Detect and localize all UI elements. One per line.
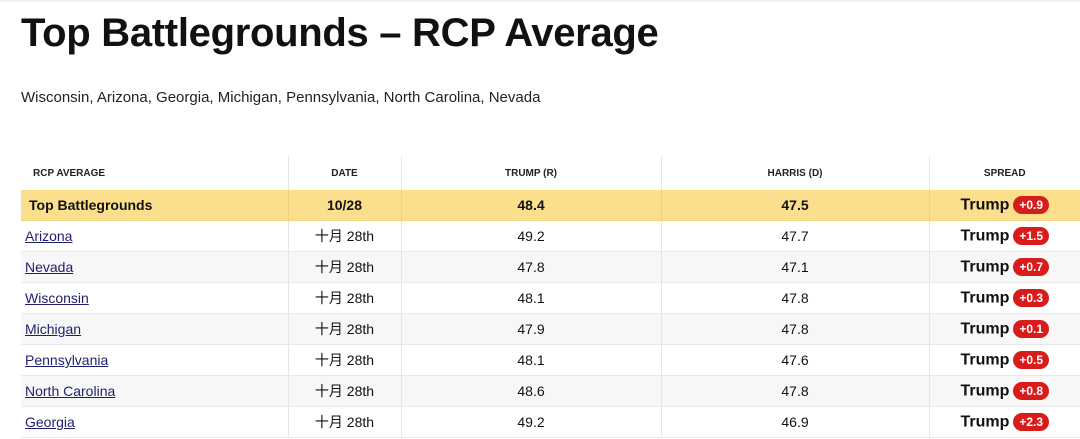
- harris-cell: 47.1: [661, 251, 930, 283]
- spread-cell: Trump +0.8: [929, 375, 1080, 407]
- state-link[interactable]: Michigan: [25, 321, 82, 337]
- header-trump: TRUMP (R): [401, 156, 662, 190]
- header-spread: SPREAD: [983, 167, 1026, 179]
- date-cell: 十月 28th: [288, 406, 402, 438]
- spread-leader: Trump: [960, 258, 1010, 276]
- spread-badge: +1.5: [1013, 227, 1050, 246]
- date-cell: 十月 28th: [288, 282, 402, 314]
- spread-cell: Trump +1.5: [929, 220, 1080, 252]
- summary-trump: 48.4: [401, 190, 662, 221]
- spread-cell: Trump +0.7: [929, 251, 1080, 283]
- page-title: Top Battlegrounds – RCP Average: [21, 11, 659, 55]
- spread-badge: +0.9: [1013, 196, 1050, 215]
- trump-cell: 49.2: [401, 220, 662, 252]
- page-subtitle: Wisconsin, Arizona, Georgia, Michigan, P…: [21, 89, 541, 106]
- state-link[interactable]: Nevada: [25, 259, 74, 275]
- table-row: Arizona 十月 28th 49.2 47.7 Trump +1.5: [21, 220, 1080, 252]
- spread-leader: Trump: [960, 196, 1010, 214]
- table-row: Wisconsin 十月 28th 48.1 47.8 Trump +0.3: [21, 282, 1080, 314]
- summary-row: Top Battlegrounds 10/28 48.4 47.5 Trump +…: [21, 190, 1080, 221]
- table-row: Georgia 十月 28th 49.2 46.9 Trump +2.3: [21, 406, 1080, 438]
- spread-badge: +0.5: [1013, 351, 1050, 370]
- spread-cell: Trump +0.5: [929, 344, 1080, 376]
- spread-badge: +2.3: [1013, 413, 1050, 432]
- spread-cell: Trump +0.1: [929, 313, 1080, 345]
- date-cell: 十月 28th: [288, 313, 402, 345]
- harris-cell: 47.7: [661, 220, 930, 252]
- spread-leader: Trump: [960, 413, 1010, 431]
- trump-cell: 48.6: [401, 375, 662, 407]
- spread-badge: +0.7: [1013, 258, 1050, 277]
- harris-cell: 47.6: [661, 344, 930, 376]
- header-harris: HARRIS (D): [661, 156, 930, 190]
- trump-cell: 49.2: [401, 406, 662, 438]
- top-strip: [0, 0, 1080, 2]
- harris-cell: 47.8: [661, 375, 930, 407]
- table-row: Nevada 十月 28th 47.8 47.1 Trump +0.7: [21, 251, 1080, 283]
- spread-badge: +0.1: [1013, 320, 1050, 339]
- harris-cell: 47.8: [661, 282, 930, 314]
- state-link[interactable]: North Carolina: [25, 383, 116, 399]
- table-row: Pennsylvania 十月 28th 48.1 47.6 Trump +0.5: [21, 344, 1080, 376]
- trump-cell: 48.1: [401, 344, 662, 376]
- spread-leader: Trump: [960, 382, 1010, 400]
- date-cell: 十月 28th: [288, 220, 402, 252]
- header-rcp-average: RCP AVERAGE: [21, 156, 289, 190]
- spread-badge: +0.8: [1013, 382, 1050, 401]
- summary-harris: 47.5: [661, 190, 930, 221]
- state-link[interactable]: Pennsylvania: [25, 352, 109, 368]
- summary-date: 10/28: [288, 190, 402, 221]
- spread-leader: Trump: [960, 227, 1010, 245]
- state-cell: North Carolina: [21, 375, 289, 407]
- spread-cell: Trump +0.3: [929, 282, 1080, 314]
- trump-cell: 47.8: [401, 251, 662, 283]
- spread-cell: Trump +2.3: [929, 406, 1080, 438]
- table-header-row: RCP AVERAGE DATE TRUMP (R) HARRIS (D) SP…: [21, 156, 1080, 190]
- table-row: North Carolina 十月 28th 48.6 47.8 Trump +0.8: [21, 375, 1080, 407]
- harris-cell: 47.8: [661, 313, 930, 345]
- date-cell: 十月 28th: [288, 251, 402, 283]
- state-cell: Pennsylvania: [21, 344, 289, 376]
- table-row: Michigan 十月 28th 47.9 47.8 Trump +0.1: [21, 313, 1080, 345]
- spread-badge: +0.3: [1013, 289, 1050, 308]
- summary-name: Top Battlegrounds: [21, 190, 289, 221]
- date-cell: 十月 28th: [288, 375, 402, 407]
- spread-leader: Trump: [960, 320, 1010, 338]
- state-cell: Arizona: [21, 220, 289, 252]
- trump-cell: 48.1: [401, 282, 662, 314]
- header-date: DATE: [288, 156, 402, 190]
- state-link[interactable]: Arizona: [25, 228, 73, 244]
- spread-leader: Trump: [960, 289, 1010, 307]
- spread-leader: Trump: [960, 351, 1010, 369]
- state-cell: Michigan: [21, 313, 289, 345]
- rcp-average-table: RCP AVERAGE DATE TRUMP (R) HARRIS (D) SP…: [21, 156, 1080, 438]
- state-cell: Georgia: [21, 406, 289, 438]
- date-cell: 十月 28th: [288, 344, 402, 376]
- state-cell: Wisconsin: [21, 282, 289, 314]
- summary-spread: Trump +0.9: [929, 190, 1080, 221]
- state-cell: Nevada: [21, 251, 289, 283]
- state-link[interactable]: Wisconsin: [25, 290, 89, 306]
- trump-cell: 47.9: [401, 313, 662, 345]
- state-link[interactable]: Georgia: [25, 414, 75, 430]
- harris-cell: 46.9: [661, 406, 930, 438]
